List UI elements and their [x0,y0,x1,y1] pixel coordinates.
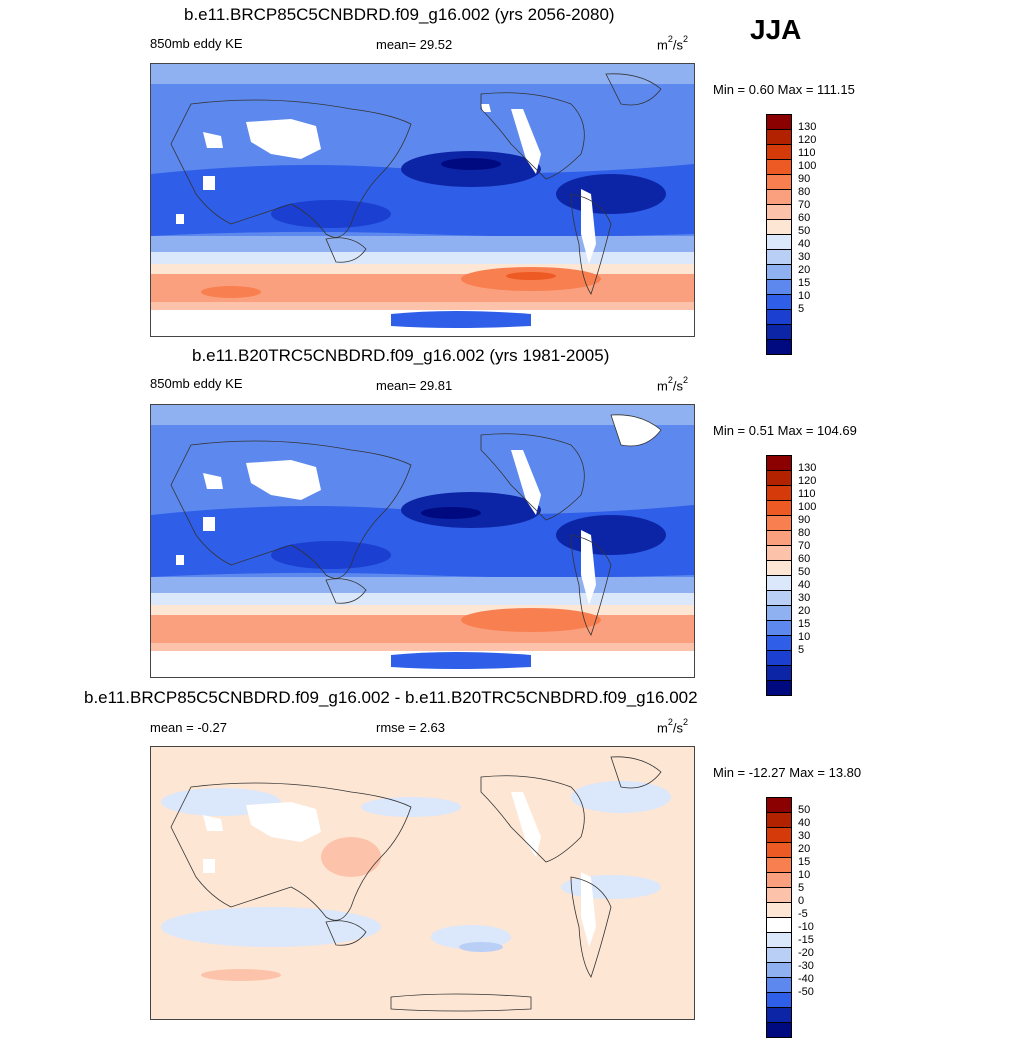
colorbar-tick-label: -15 [798,934,814,946]
colorbar-tick-label: 10 [798,869,811,881]
colorbar-tick-label: 120 [798,134,817,146]
colorbar-tick-label: 15 [798,618,811,630]
panel2-title: b.e11.B20TRC5CNBDRD.f09_g16.002 (yrs 198… [192,346,610,365]
colorbar-tick-label: 10 [798,290,811,302]
colorbar-tick-label: 60 [798,212,811,224]
season-label: JJA [750,14,802,45]
colorbar-tick-label: -10 [798,921,814,933]
colorbar-tick-label: 40 [798,238,811,250]
colorbar-tick-label: 130 [798,121,817,133]
colorbar-tick-label: 50 [798,804,811,816]
colorbar-tick-label: 30 [798,251,811,263]
panel1-colorbar: 130 120 110 100 90 80 70 60 50 40 30 20 … [766,114,816,355]
colorbar-tick-label: -50 [798,986,814,998]
colorbar-tick-label: 110 [798,147,816,159]
colorbar-tick-label: -40 [798,973,814,985]
colorbar-tick-label: 60 [798,553,811,565]
colorbar-tick-label: 70 [798,199,811,211]
colorbar-tick-label: 100 [798,501,817,513]
colorbar-tick-label: 90 [798,173,811,185]
colorbar-tick-label: 30 [798,830,811,842]
colorbar-tick-label: 50 [798,566,811,578]
colorbar-tick-label: 20 [798,843,811,855]
panel3-mean-label: mean = -0.27 [150,720,227,735]
colorbar-tick-label: 70 [798,540,811,552]
colorbar-tick-label: 110 [798,488,816,500]
colorbar-tick-label: 30 [798,592,811,604]
panel1-mean-label: mean= 29.52 [376,37,453,52]
panel2-mean-label: mean= 29.81 [376,378,453,393]
panel3-map [150,746,695,1020]
panel3-colorbar: 50 40 30 20 15 10 5 0 -5 -10 -15 -20 -30… [766,797,814,1038]
colorbar-tick-label: 5 [798,303,805,315]
panel1-title: b.e11.BRCP85C5CNBDRD.f09_g16.002 (yrs 20… [184,5,615,24]
panel2-left-label: 850mb eddy KE [150,376,243,391]
colorbar-tick-label: 80 [798,527,811,539]
panel2-units: m2/s2 [657,375,688,394]
colorbar-tick-label: 5 [798,882,805,894]
colorbar-tick-label: 5 [798,644,805,656]
colorbar-tick-label: 40 [798,817,811,829]
colorbar-tick-label: 20 [798,264,811,276]
colorbar-tick-label: 15 [798,277,811,289]
panel2-map [150,404,695,678]
panel3-units: m2/s2 [657,717,688,736]
panel3-rmse-label: rmse = 2.63 [376,720,446,735]
colorbar-tick-label: 50 [798,225,811,237]
colorbar-tick-label: 90 [798,514,811,526]
panel1-left-label: 850mb eddy KE [150,36,243,51]
colorbar-tick-label: -20 [798,947,814,959]
panel2-minmax: Min = 0.51 Max = 104.69 [713,423,857,438]
colorbar-tick-label: -5 [798,908,808,920]
colorbar-tick-label: 80 [798,186,811,198]
colorbar-tick-label: 100 [798,160,817,172]
colorbar-tick-label: 120 [798,475,817,487]
colorbar-tick-label: 10 [798,631,811,643]
panel1-minmax: Min = 0.60 Max = 111.15 [713,82,855,97]
panel2-colorbar: 130 120 110 100 90 80 70 60 50 40 30 20 … [766,455,816,696]
panel3-title: b.e11.BRCP85C5CNBDRD.f09_g16.002 - b.e11… [84,688,698,707]
colorbar-tick-label: 40 [798,579,811,591]
colorbar-tick-label: -30 [798,960,814,972]
panel1-map [150,63,695,337]
colorbar-tick-label: 0 [798,895,805,907]
panel3-minmax: Min = -12.27 Max = 13.80 [713,765,862,780]
colorbar-tick-label: 15 [798,856,811,868]
colorbar-tick-label: 20 [798,605,811,617]
colorbar-tick-label: 130 [798,462,817,474]
panel1-units: m2/s2 [657,34,688,53]
